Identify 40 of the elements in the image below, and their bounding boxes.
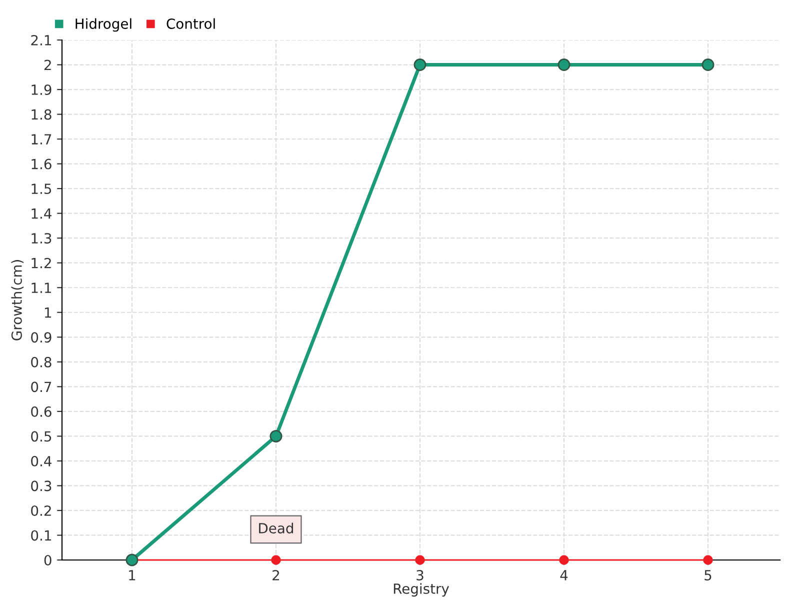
annotation: Dead — [259, 522, 294, 534]
y-tick-label: 0.5 — [31, 431, 52, 442]
point — [558, 58, 570, 72]
y-tick-label: 0.2 — [31, 505, 51, 516]
point — [271, 555, 281, 565]
y-tick-label: 1 — [44, 308, 51, 318]
y-tick-label: 1.5 — [32, 184, 52, 194]
x-tick-label: 3 — [416, 570, 424, 580]
y-tick-label: 0.1 — [31, 530, 51, 541]
y-tick-label: 1.1 — [32, 282, 51, 293]
y-tick-label: 0.6 — [31, 406, 52, 417]
y-tick-label: 0.9 — [31, 332, 52, 343]
y-tick-label: 0.4 — [31, 456, 52, 466]
y-tick-label: 1.7 — [32, 134, 52, 144]
y-tick-label: 2.1 — [31, 34, 51, 46]
point — [703, 555, 713, 565]
point — [414, 58, 426, 72]
legend-label: Hidrogel — [76, 18, 132, 32]
y-tick-label: 0.3 — [31, 480, 52, 492]
x-tick-label: 2 — [272, 570, 280, 580]
point — [702, 58, 714, 72]
y-tick-label: 0 — [44, 554, 52, 566]
y-tick-label: 1.8 — [32, 109, 52, 120]
x-axis-title: Registry — [394, 583, 450, 597]
point — [270, 430, 282, 442]
y-tick-label: 1.2 — [32, 258, 51, 268]
y-tick-label: 1.6 — [32, 158, 52, 170]
legend-label: Control — [166, 18, 215, 29]
x-tick-label: 1 — [129, 570, 136, 580]
y-tick-label: 0.7 — [31, 382, 52, 392]
x-tick-label: 4 — [560, 570, 568, 580]
point — [415, 555, 425, 565]
y-tick-label: 0.8 — [31, 356, 52, 368]
point — [559, 555, 569, 565]
y-tick-label: 2 — [44, 60, 51, 70]
y-tick-label: 1.4 — [32, 208, 52, 219]
y-tick-label: 1.9 — [32, 84, 52, 95]
y-tick-label: 1.3 — [32, 233, 52, 244]
y-axis-title: Growth(cm) — [11, 260, 24, 340]
x-tick-label: 5 — [704, 570, 712, 580]
